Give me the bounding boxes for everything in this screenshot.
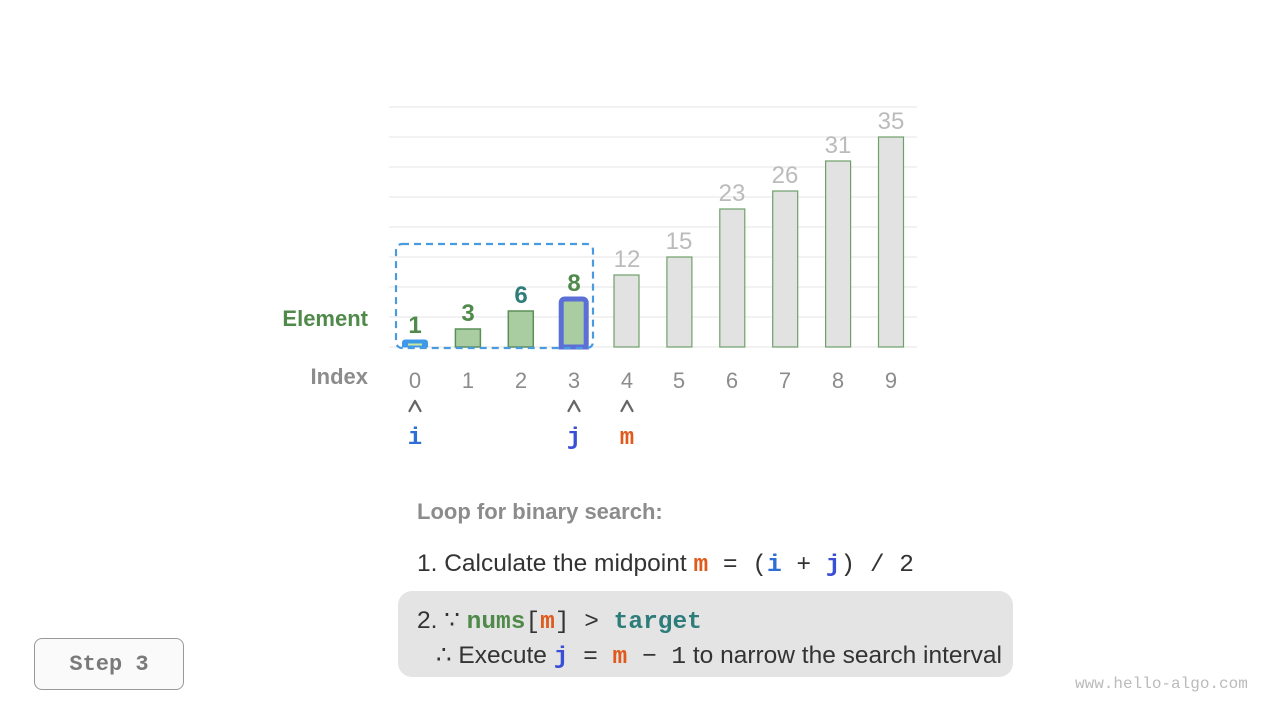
svg-text:i: i xyxy=(408,425,422,452)
svg-text:6: 6 xyxy=(514,282,527,309)
svg-text:8: 8 xyxy=(567,270,580,297)
svg-text:8: 8 xyxy=(832,368,844,393)
svg-text:2: 2 xyxy=(515,368,527,393)
svg-text:m: m xyxy=(620,425,634,452)
svg-text:5: 5 xyxy=(673,368,685,393)
svg-text:Index: Index xyxy=(311,364,369,389)
svg-text:15: 15 xyxy=(666,228,693,255)
svg-text:3: 3 xyxy=(461,300,474,327)
svg-text:j: j xyxy=(567,425,581,452)
svg-text:0: 0 xyxy=(409,368,421,393)
svg-text:Element: Element xyxy=(282,306,368,331)
svg-text:31: 31 xyxy=(825,132,852,159)
svg-text:23: 23 xyxy=(719,180,746,207)
svg-text:9: 9 xyxy=(885,368,897,393)
svg-text:3: 3 xyxy=(568,368,580,393)
svg-text:1: 1 xyxy=(462,368,474,393)
svg-text:35: 35 xyxy=(878,108,905,135)
svg-text:12: 12 xyxy=(614,246,641,273)
svg-text:4: 4 xyxy=(621,368,633,393)
svg-text:1: 1 xyxy=(408,312,421,339)
svg-text:6: 6 xyxy=(726,368,738,393)
svg-text:26: 26 xyxy=(772,162,799,189)
svg-text:7: 7 xyxy=(779,368,791,393)
